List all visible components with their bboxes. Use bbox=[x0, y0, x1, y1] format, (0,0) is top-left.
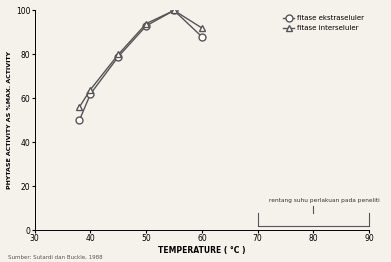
fitase interseluler bbox=[199, 26, 204, 30]
X-axis label: TEMPERATURE ( °C ): TEMPERATURE ( °C ) bbox=[158, 246, 246, 255]
fitase interseluler bbox=[88, 88, 93, 91]
fitase interseluler bbox=[116, 53, 121, 56]
fitase interseluler bbox=[77, 106, 82, 109]
fitase ekstraseluler bbox=[199, 35, 204, 38]
fitase ekstraseluler bbox=[144, 24, 149, 28]
Line: fitase interseluler: fitase interseluler bbox=[76, 7, 205, 111]
Y-axis label: PHYTASE ACTIVITY AS %MAX. ACTIVITY: PHYTASE ACTIVITY AS %MAX. ACTIVITY bbox=[7, 51, 12, 189]
Text: Sumber: Sutardi dan Buckle, 1988: Sumber: Sutardi dan Buckle, 1988 bbox=[8, 254, 102, 259]
fitase interseluler bbox=[144, 22, 149, 25]
Line: fitase ekstraseluler: fitase ekstraseluler bbox=[76, 7, 205, 124]
fitase interseluler bbox=[172, 9, 176, 12]
fitase ekstraseluler bbox=[116, 55, 121, 58]
fitase ekstraseluler bbox=[172, 9, 176, 12]
Legend: fitase ekstraseluler, fitase interseluler: fitase ekstraseluler, fitase interselule… bbox=[282, 14, 366, 33]
fitase ekstraseluler bbox=[88, 92, 93, 95]
Text: rentang suhu perlakuan pada peneliti: rentang suhu perlakuan pada peneliti bbox=[269, 198, 380, 203]
fitase ekstraseluler bbox=[77, 119, 82, 122]
